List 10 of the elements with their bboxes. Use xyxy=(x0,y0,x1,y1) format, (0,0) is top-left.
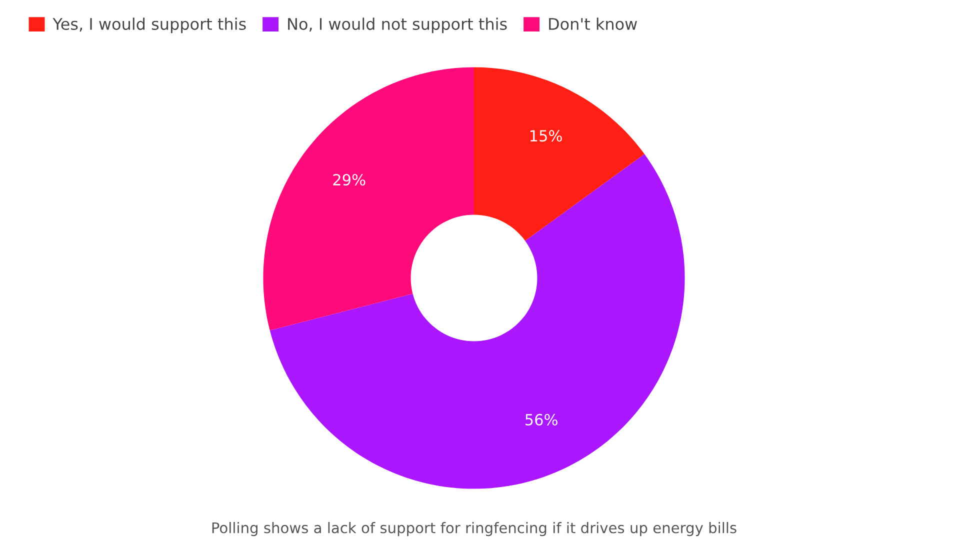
data-label: 15% xyxy=(530,130,562,142)
data-label: 56% xyxy=(526,414,558,426)
donut-slice xyxy=(474,67,645,241)
text: Polling shows a lack of support for ringfencing if it drives up energy bills xyxy=(212,522,736,536)
data-label: 29% xyxy=(333,174,366,186)
legend-label: No, I would not support this xyxy=(288,18,507,34)
legend-label: Don't know xyxy=(549,18,637,30)
legend-label: Yes, I would support this xyxy=(52,18,246,34)
donut-slice xyxy=(263,67,474,330)
donut-slice xyxy=(270,154,685,489)
